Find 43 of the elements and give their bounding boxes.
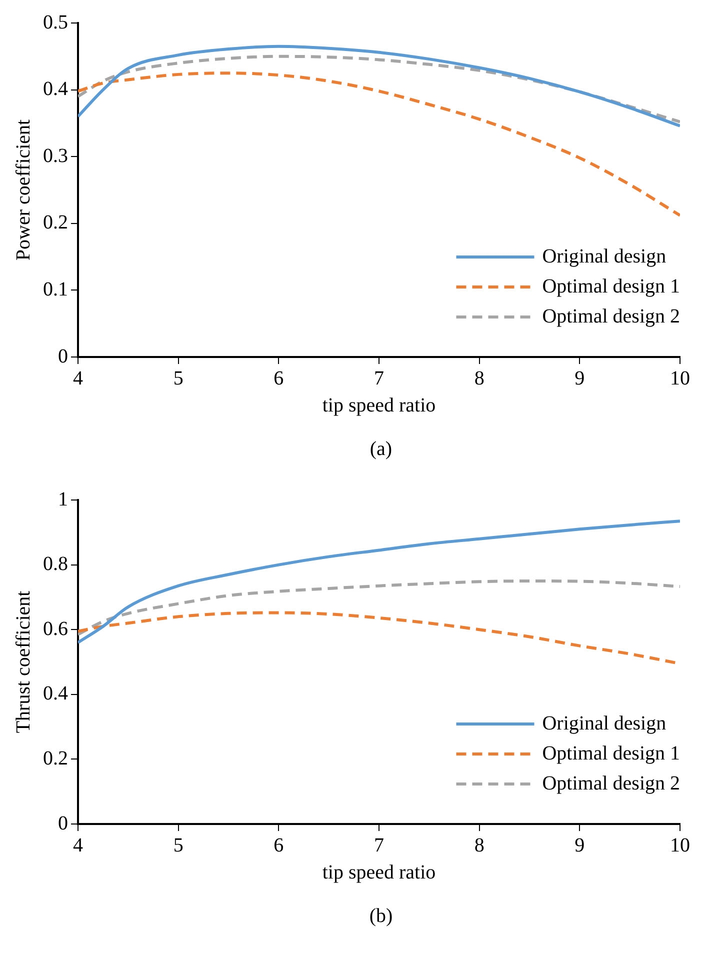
- x-tick-label: 5: [173, 367, 184, 390]
- legend-label: Optimal design 2: [542, 305, 680, 328]
- line-series: [78, 72, 680, 217]
- legend-label: Optimal design 1: [542, 742, 680, 764]
- x-axis-title: tip speed ratio: [322, 394, 436, 416]
- x-tick-label: 8: [474, 367, 484, 390]
- y-axis-title: Power coefficient: [12, 118, 34, 261]
- legend-label: Original design: [542, 712, 666, 734]
- x-tick-label: 7: [374, 367, 384, 390]
- x-tick-label: 9: [574, 367, 585, 390]
- y-tick-label: 0.6: [43, 618, 68, 640]
- x-tick-label: 6: [274, 367, 284, 390]
- x-tick-label: 9: [574, 834, 585, 856]
- y-tick-label: 0.3: [43, 144, 68, 167]
- legend-label: Optimal design 2: [542, 772, 680, 794]
- x-tick-label: 10: [670, 367, 690, 390]
- legend-label: Original design: [542, 245, 666, 268]
- x-tick-label: 7: [374, 834, 384, 856]
- y-tick-label: 0.4: [43, 682, 68, 705]
- y-tick-label: 0.2: [43, 747, 68, 770]
- y-tick-label: 0.1: [43, 278, 68, 300]
- legend-label: Optimal design 1: [542, 275, 680, 298]
- y-tick-label: 0.2: [43, 212, 68, 234]
- y-tick-label: 0: [58, 345, 68, 368]
- text: (b): [368, 904, 394, 929]
- y-tick-label: 0.5: [43, 11, 68, 34]
- y-tick-label: 1: [58, 488, 68, 510]
- y-tick-label: 0: [58, 812, 68, 834]
- text: (a): [368, 437, 394, 462]
- line-series: [78, 44, 680, 128]
- x-axis-title: tip speed ratio: [322, 861, 436, 884]
- x-tick-label: 5: [173, 834, 184, 856]
- line-series: [78, 54, 680, 124]
- y-tick-label: 0.4: [43, 78, 68, 100]
- y-tick-label: 0.8: [43, 553, 68, 576]
- y-axis-title: Thrust coefficient: [12, 590, 34, 734]
- line-series: [78, 520, 680, 644]
- x-tick-label: 4: [73, 834, 83, 856]
- x-tick-label: 4: [73, 367, 83, 390]
- line-series: [78, 580, 680, 636]
- x-tick-label: 6: [274, 834, 284, 856]
- x-tick-label: 8: [474, 834, 484, 856]
- x-tick-label: 10: [670, 834, 690, 856]
